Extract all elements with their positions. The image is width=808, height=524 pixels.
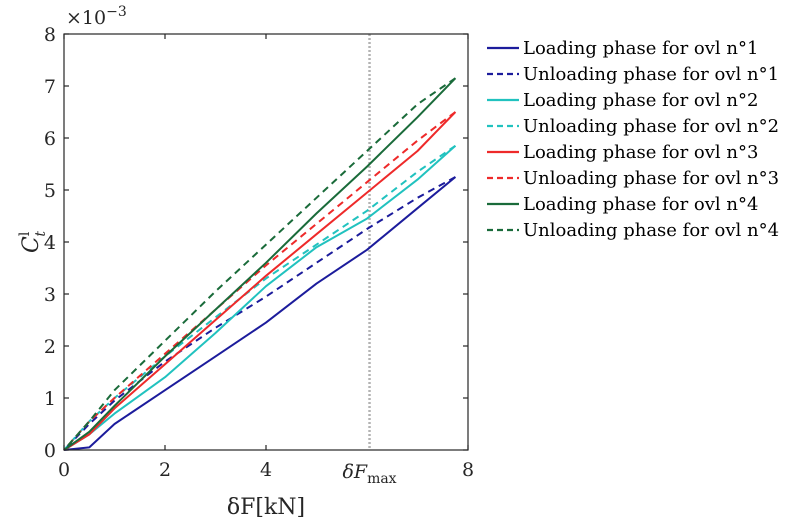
- y-tick-label: 5: [44, 180, 56, 202]
- y-tick-label: 1: [44, 388, 56, 410]
- y-scale-base: ×10: [66, 7, 106, 29]
- y-tick-label: 2: [44, 336, 56, 358]
- series-line-3: [63, 145, 457, 451]
- y-scale-exponent: −3: [106, 4, 127, 20]
- legend-label-3: Loading phase for ovl n°2: [523, 90, 758, 111]
- legend-label-4: Unloading phase for ovl n°2: [523, 116, 779, 137]
- series-group: [63, 77, 457, 451]
- x-tick-label: 0: [58, 459, 70, 481]
- series-line-1: [63, 176, 457, 451]
- series-line-7: [63, 77, 457, 451]
- y-tick-label: 8: [44, 24, 56, 46]
- x-tick-label: 8: [462, 459, 474, 481]
- series-line-8: [63, 77, 456, 451]
- vline-label-main: δF: [342, 461, 367, 483]
- series-line-5: [63, 111, 457, 451]
- y-tick-label: 7: [44, 76, 56, 98]
- y-axis-label-sub: t: [33, 231, 49, 237]
- y-tick-label: 0: [44, 440, 56, 462]
- plot-frame: [63, 33, 469, 451]
- legend-label-6: Unloading phase for ovl n°3: [523, 168, 779, 189]
- vline-label: δFmax: [342, 461, 396, 487]
- legend-label-1: Loading phase for ovl n°1: [523, 38, 758, 59]
- vline-label-sub: max: [367, 471, 397, 487]
- legend: Loading phase for ovl n°1 Unloading phase…: [487, 38, 779, 241]
- x-tick-label: 2: [159, 459, 171, 481]
- legend-label-5: Loading phase for ovl n°3: [523, 142, 758, 163]
- y-tick-label: 3: [44, 284, 56, 306]
- y-tick-label: 6: [44, 128, 56, 150]
- x-axis-label: δF[kN]: [227, 495, 305, 520]
- y-axis-label-sup: l: [17, 231, 33, 236]
- series-line-2: [63, 176, 456, 451]
- legend-label-2: Unloading phase for ovl n°1: [523, 64, 779, 85]
- y-scale-multiplier: ×10−3: [66, 4, 127, 29]
- axis-labels-group: δF[kN] Clt ×10−3: [17, 4, 305, 520]
- y-axis-label: Clt: [17, 231, 49, 253]
- y-tick-label: 4: [44, 232, 56, 254]
- legend-label-8: Unloading phase for ovl n°4: [523, 220, 779, 241]
- y-axis-label-main: C: [19, 236, 44, 253]
- ticks-group: 0 2 4 8 0 1 2 3 4 5 6 7 8 δFmax: [44, 24, 474, 487]
- axes-group: [63, 33, 469, 451]
- legend-label-7: Loading phase for ovl n°4: [523, 194, 758, 215]
- x-tick-label: 4: [260, 459, 272, 481]
- series-line-4: [63, 144, 456, 451]
